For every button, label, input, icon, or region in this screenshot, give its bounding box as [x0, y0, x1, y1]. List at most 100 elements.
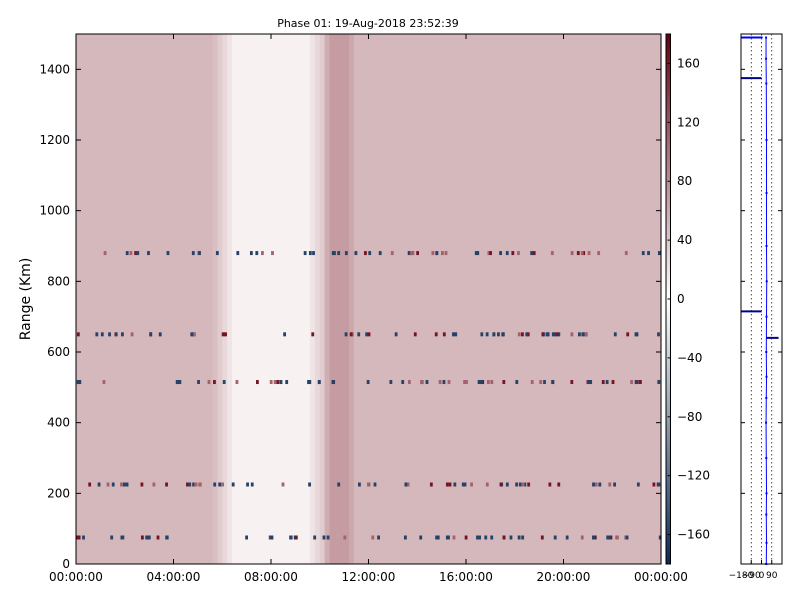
heatmap-speckle: [539, 380, 543, 385]
heatmap-speckle: [416, 251, 420, 256]
heatmap-cell: [641, 34, 647, 564]
heatmap-cell: [373, 34, 379, 564]
heatmap-cell: [597, 34, 604, 564]
heatmap-speckle: [349, 332, 353, 337]
heatmap-cell: [271, 34, 277, 564]
heatmap-cell: [100, 34, 106, 564]
heatmap-cell: [236, 34, 243, 564]
heatmap-cell: [363, 34, 370, 564]
y-tick-label: 0: [62, 557, 70, 571]
heatmap-cell: [485, 34, 491, 564]
heatmap-speckle: [140, 482, 144, 487]
heatmap-speckle: [407, 251, 411, 256]
heatmap-speckle: [365, 332, 369, 337]
heatmap-speckle: [364, 251, 367, 256]
heatmap-speckle: [390, 251, 394, 256]
y-axis: 0 200 400 600 800 1000 1200 1400: [39, 62, 661, 571]
heatmap-cell: [470, 34, 477, 564]
heatmap-speckle: [344, 332, 348, 337]
heatmap-speckle: [111, 482, 115, 487]
heatmap-speckle: [213, 380, 216, 385]
heatmap-speckle: [570, 332, 574, 337]
heatmap-speckle: [215, 251, 219, 256]
heatmap-speckle: [634, 380, 638, 385]
heatmap-cell: [241, 34, 248, 564]
heatmap-speckle: [190, 332, 194, 337]
heatmap-speckle: [120, 535, 124, 540]
heatmap-cell: [539, 34, 545, 564]
heatmap-cell: [412, 34, 418, 564]
heatmap-speckle: [358, 482, 361, 487]
heatmap-cell: [524, 34, 530, 564]
heatmap-speckle: [333, 251, 336, 256]
heatmap-cell: [583, 34, 589, 564]
profile-point: [765, 280, 768, 283]
heatmap-cell: [266, 34, 272, 564]
heatmap-speckle: [140, 535, 144, 540]
heatmap-speckle: [613, 332, 617, 337]
heatmap-speckle: [463, 380, 466, 385]
heatmap-speckle: [76, 380, 80, 385]
heatmap-speckle: [580, 251, 584, 256]
heatmap-speckle: [565, 535, 569, 540]
heatmap-cell: [119, 34, 126, 564]
heatmap-cell: [607, 34, 613, 564]
heatmap-speckle: [120, 482, 123, 487]
heatmap-speckle: [543, 380, 546, 385]
profile-point: [765, 57, 768, 60]
heatmap-speckle: [474, 251, 478, 256]
profile-point: [765, 192, 768, 194]
heatmap-cell: [636, 34, 643, 564]
heatmap-cell: [519, 34, 526, 564]
y-tick-label: 600: [47, 345, 70, 359]
profile-point: [765, 245, 768, 247]
heatmap-speckle: [530, 380, 534, 385]
heatmap-speckle: [557, 482, 561, 487]
heatmap-cell: [207, 34, 214, 564]
heatmap-speckle: [521, 535, 525, 540]
heatmap-cell: [90, 34, 97, 564]
profile-x-tick-label: 90: [766, 571, 778, 581]
heatmap-cell: [246, 34, 253, 564]
heatmap-speckle: [487, 251, 491, 256]
heatmap-speckle: [505, 251, 509, 256]
heatmap-plot: 00:00:00 04:00:00 08:00:00 12:00:00 16:00:00…: [18, 33, 688, 584]
profile-series: [741, 36, 779, 565]
heatmap-cell: [163, 34, 170, 564]
heatmap-speckle: [616, 535, 619, 540]
y-tick-label: 400: [47, 416, 70, 430]
heatmap-cell: [139, 34, 145, 564]
heatmap-speckle: [198, 482, 202, 487]
heatmap-speckle: [553, 332, 557, 337]
heatmap-speckle: [311, 332, 315, 337]
heatmap-speckle: [236, 251, 240, 256]
heatmap-cell: [622, 34, 628, 564]
heatmap-speckle: [218, 482, 222, 487]
heatmap-speckle: [273, 380, 277, 385]
heatmap-speckle: [175, 380, 179, 385]
heatmap-cell: [222, 34, 228, 564]
heatmap-speckle: [129, 251, 133, 256]
colorbar-tick-label: 80: [677, 174, 692, 188]
heatmap-cell: [568, 34, 574, 564]
heatmap-cell: [129, 34, 136, 564]
heatmap-speckle: [480, 332, 484, 337]
heatmap-cell: [232, 34, 238, 564]
heatmap-speckle: [281, 482, 285, 487]
heatmap-speckle: [518, 482, 522, 487]
heatmap-cell: [339, 34, 345, 564]
x-tick-label: 00:00:00: [49, 570, 103, 584]
heatmap-cell: [617, 34, 623, 564]
heatmap-speckle: [484, 535, 488, 540]
heatmap-speckle: [404, 482, 408, 487]
x-axis: 00:00:00 04:00:00 08:00:00 12:00:00 16:00:00…: [49, 34, 688, 584]
heatmap-speckle: [367, 332, 371, 337]
heatmap-cell: [144, 34, 150, 564]
heatmap-speckle: [526, 332, 530, 337]
heatmap-speckle: [594, 482, 598, 487]
y-tick-label: 1400: [39, 62, 70, 76]
heatmap-speckle: [476, 251, 480, 256]
heatmap-speckle: [576, 251, 580, 256]
heatmap-cell: [154, 34, 160, 564]
heatmap-speckle: [308, 380, 312, 385]
